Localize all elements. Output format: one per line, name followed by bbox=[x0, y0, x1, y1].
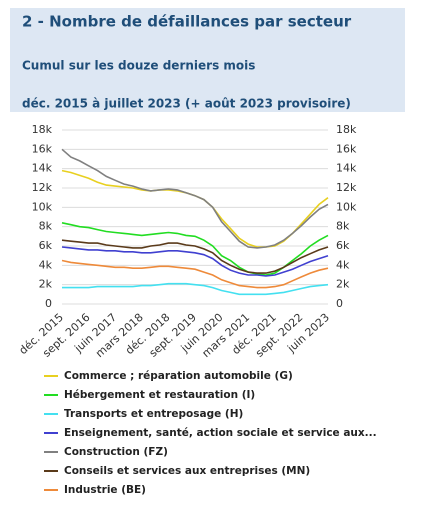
series-line bbox=[61, 239, 329, 274]
y2-tick-label: 0 bbox=[336, 297, 343, 310]
y2-tick-label: 10k bbox=[336, 200, 357, 213]
y2-tick-label: 12k bbox=[336, 181, 357, 194]
chart-subtitle: Cumul sur les douze derniers mois bbox=[22, 59, 255, 73]
y2-tick-label: 16k bbox=[336, 142, 357, 155]
y2-tick-label: 8k bbox=[336, 220, 350, 233]
legend-label: Transports et entreposage (H) bbox=[64, 408, 243, 420]
chart-period: déc. 2015 à juillet 2023 (+ août 2023 pr… bbox=[22, 97, 351, 111]
y-tick-label: 6k bbox=[39, 239, 53, 252]
y-tick-label: 16k bbox=[32, 142, 53, 155]
y-tick-label: 4k bbox=[39, 258, 53, 271]
legend-label: Industrie (BE) bbox=[64, 484, 146, 496]
y-tick-label: 14k bbox=[32, 162, 53, 175]
chart-title: 2 - Nombre de défaillances par secteur bbox=[22, 13, 352, 31]
y-tick-label: 0 bbox=[45, 297, 52, 310]
y-tick-label: 10k bbox=[32, 200, 53, 213]
y2-tick-label: 14k bbox=[336, 162, 357, 175]
y-tick-label: 8k bbox=[39, 220, 53, 233]
y2-tick-label: 6k bbox=[336, 239, 350, 252]
series-line bbox=[62, 282, 329, 296]
y-tick-label: 12k bbox=[32, 181, 53, 194]
series-line bbox=[61, 222, 329, 276]
header-box bbox=[10, 8, 405, 112]
series-line bbox=[61, 148, 329, 249]
legend-label: Enseignement, santé, action sociale et s… bbox=[64, 427, 377, 439]
legend-label: Conseils et services aux entreprises (MN… bbox=[64, 465, 310, 477]
y-tick-label: 18k bbox=[32, 123, 53, 136]
series-line bbox=[61, 259, 329, 289]
series-line bbox=[61, 246, 329, 277]
legend-label: Commerce ; réparation automobile (G) bbox=[64, 370, 293, 382]
legend-label: Construction (FZ) bbox=[64, 446, 168, 458]
y2-tick-label: 18k bbox=[336, 123, 357, 136]
y2-tick-label: 2k bbox=[336, 278, 350, 291]
y2-tick-label: 4k bbox=[336, 258, 350, 271]
legend-label: Hébergement et restauration (I) bbox=[64, 389, 255, 401]
y-tick-label: 2k bbox=[39, 278, 53, 291]
